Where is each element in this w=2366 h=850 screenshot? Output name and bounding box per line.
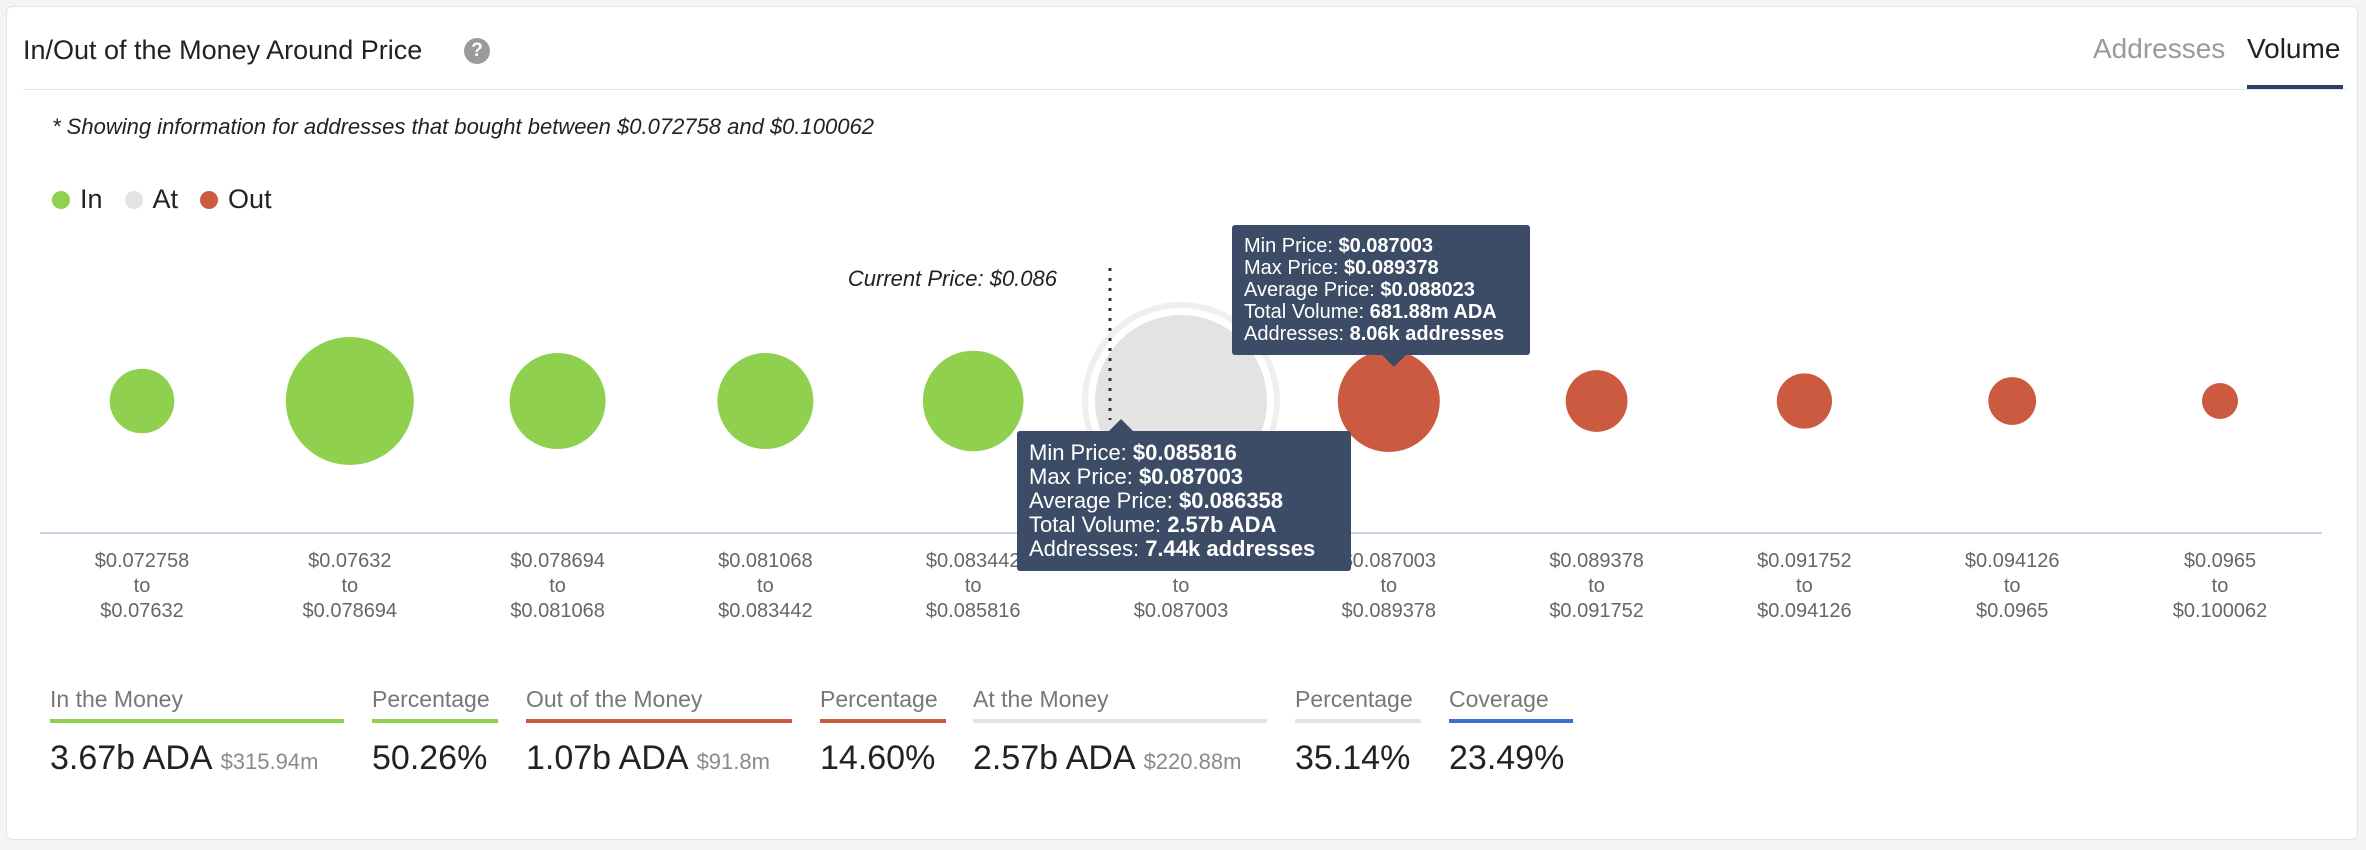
x-tick-label-low: $0.091752 [1757,550,1852,572]
help-icon[interactable]: ? [464,38,490,64]
x-tick-label-sep: to [341,575,358,597]
x-tick-label-sep: to [1380,575,1397,597]
legend-dot-at [124,190,143,209]
tooltip-at-bin: Min Price: $0.085816 Max Price: $0.08700… [1017,419,1351,571]
x-tick-label-low: $0.089378 [1549,550,1644,572]
x-tick-label-sep: to [757,575,774,597]
header-divider [23,89,2347,90]
tooltip-row: Addresses: 8.06k addresses [1244,323,1505,345]
stat-value: 23.49% [1449,739,1565,777]
bubble-in[interactable] [509,353,606,449]
x-tick-label-high: $0.0965 [1976,600,2048,622]
tooltip-row: Min Price: $0.087003 [1244,235,1434,257]
tooltip-row: Max Price: $0.087003 [1029,464,1244,489]
stat-value: 3.67b ADA [50,739,213,777]
stat-at-percentage: Percentage 35.14% [1295,686,1421,778]
x-tick-label-sep: to [965,575,982,597]
tab-addresses[interactable]: Addresses [2093,33,2226,64]
stat-value: 50.26% [372,739,488,777]
x-tick-label-low: $0.0965 [2184,550,2256,572]
x-tick-label-low: $0.072758 [95,550,190,572]
legend-item-at[interactable]: At [124,184,179,215]
tooltip-row: Addresses: 7.44k addresses [1029,536,1316,561]
x-tick-label-high: $0.100062 [2173,600,2268,622]
legend-label-at: At [152,184,179,214]
range-note: * Showing information for addresses that… [52,114,874,139]
current-price-label: Current Price: $0.086 [848,266,1058,291]
stat-at-the-money: At the Money 2.57b ADA $220.88m [973,686,1267,778]
x-tick-label-sep: to [1796,575,1813,597]
x-tick-label-high: $0.085816 [926,600,1021,622]
stat-value: 35.14% [1295,739,1411,777]
tooltip-row: Min Price: $0.085816 [1029,440,1237,465]
stat-out-percentage: Percentage 14.60% [820,686,946,778]
x-tick-label-low: $0.078694 [510,550,605,572]
x-tick-label-sep: to [2212,575,2229,597]
tooltip-out-bin: Min Price: $0.087003 Max Price: $0.08937… [1232,225,1530,367]
legend: In At Out [52,184,294,215]
stat-label: Coverage [1449,686,1573,723]
stat-label: Percentage [372,686,498,723]
stat-label: Percentage [1295,686,1421,723]
x-tick-label-low: $0.087003 [1342,550,1437,572]
bubble-in[interactable] [922,350,1024,452]
x-tick-label-low: $0.094126 [1965,550,2060,572]
legend-label-out: Out [228,184,272,214]
stat-usd: $315.94m [220,749,319,774]
legend-dot-out [200,190,219,209]
x-tick-label-sep: to [1173,575,1190,597]
stat-in-percentage: Percentage 50.26% [372,686,498,778]
x-tick-label-sep: to [549,575,566,597]
stat-label: Out of the Money [526,686,792,723]
bubble-in[interactable] [285,337,414,465]
x-tick-label-sep: to [2004,575,2021,597]
x-tick-label-sep: to [1588,575,1605,597]
stat-value: 14.60% [820,739,936,777]
bubble-out[interactable] [1776,373,1832,429]
legend-label-in: In [80,184,103,214]
x-tick-label-high: $0.078694 [303,600,398,622]
stat-coverage: Coverage 23.49% [1449,686,1573,778]
active-tab-indicator [2247,85,2343,89]
stat-usd: $220.88m [1143,749,1242,774]
legend-item-in[interactable]: In [52,184,103,215]
stat-usd: $91.8m [696,749,770,774]
stat-value: 1.07b ADA [526,739,689,777]
tooltip-row: Average Price: $0.088023 [1244,279,1475,301]
tooltip-row: Average Price: $0.086358 [1029,488,1284,513]
x-tick-label-high: $0.081068 [510,600,605,622]
bubble-out[interactable] [1565,370,1628,432]
tooltip-row: Total Volume: 2.57b ADA [1029,512,1277,537]
x-tick-label-low: $0.07632 [308,550,391,572]
bubble-out[interactable] [1988,377,2037,425]
legend-item-out[interactable]: Out [200,184,272,215]
page-title: In/Out of the Money Around Price [23,35,423,65]
bubble-in[interactable] [717,353,814,449]
stat-in-the-money: In the Money 3.67b ADA $315.94m [50,686,344,778]
stat-label: At the Money [973,686,1267,723]
bubble-in[interactable] [109,368,175,434]
x-tick-label-high: $0.091752 [1549,600,1644,622]
stat-label: In the Money [50,686,344,723]
x-tick-label-low: $0.081068 [718,550,813,572]
stat-value: 2.57b ADA [973,739,1136,777]
bubble-out[interactable] [1337,350,1440,452]
tab-volume[interactable]: Volume [2247,33,2341,64]
x-tick-label-low: $0.083442 [926,550,1021,572]
tooltip-row: Max Price: $0.089378 [1244,257,1439,279]
bubble-out[interactable] [2202,383,2238,419]
x-tick-label-high: $0.094126 [1757,600,1852,622]
x-tick-label-high: $0.087003 [1134,600,1229,622]
x-tick-label-high: $0.083442 [718,600,813,622]
x-tick-label-high: $0.07632 [100,600,183,622]
stat-label: Percentage [820,686,946,723]
x-tick-label-high: $0.089378 [1342,600,1437,622]
x-tick-label-sep: to [134,575,151,597]
tooltip-row: Total Volume: 681.88m ADA [1244,301,1497,323]
stat-out-of-the-money: Out of the Money 1.07b ADA $91.8m [526,686,792,778]
legend-dot-in [52,190,70,209]
